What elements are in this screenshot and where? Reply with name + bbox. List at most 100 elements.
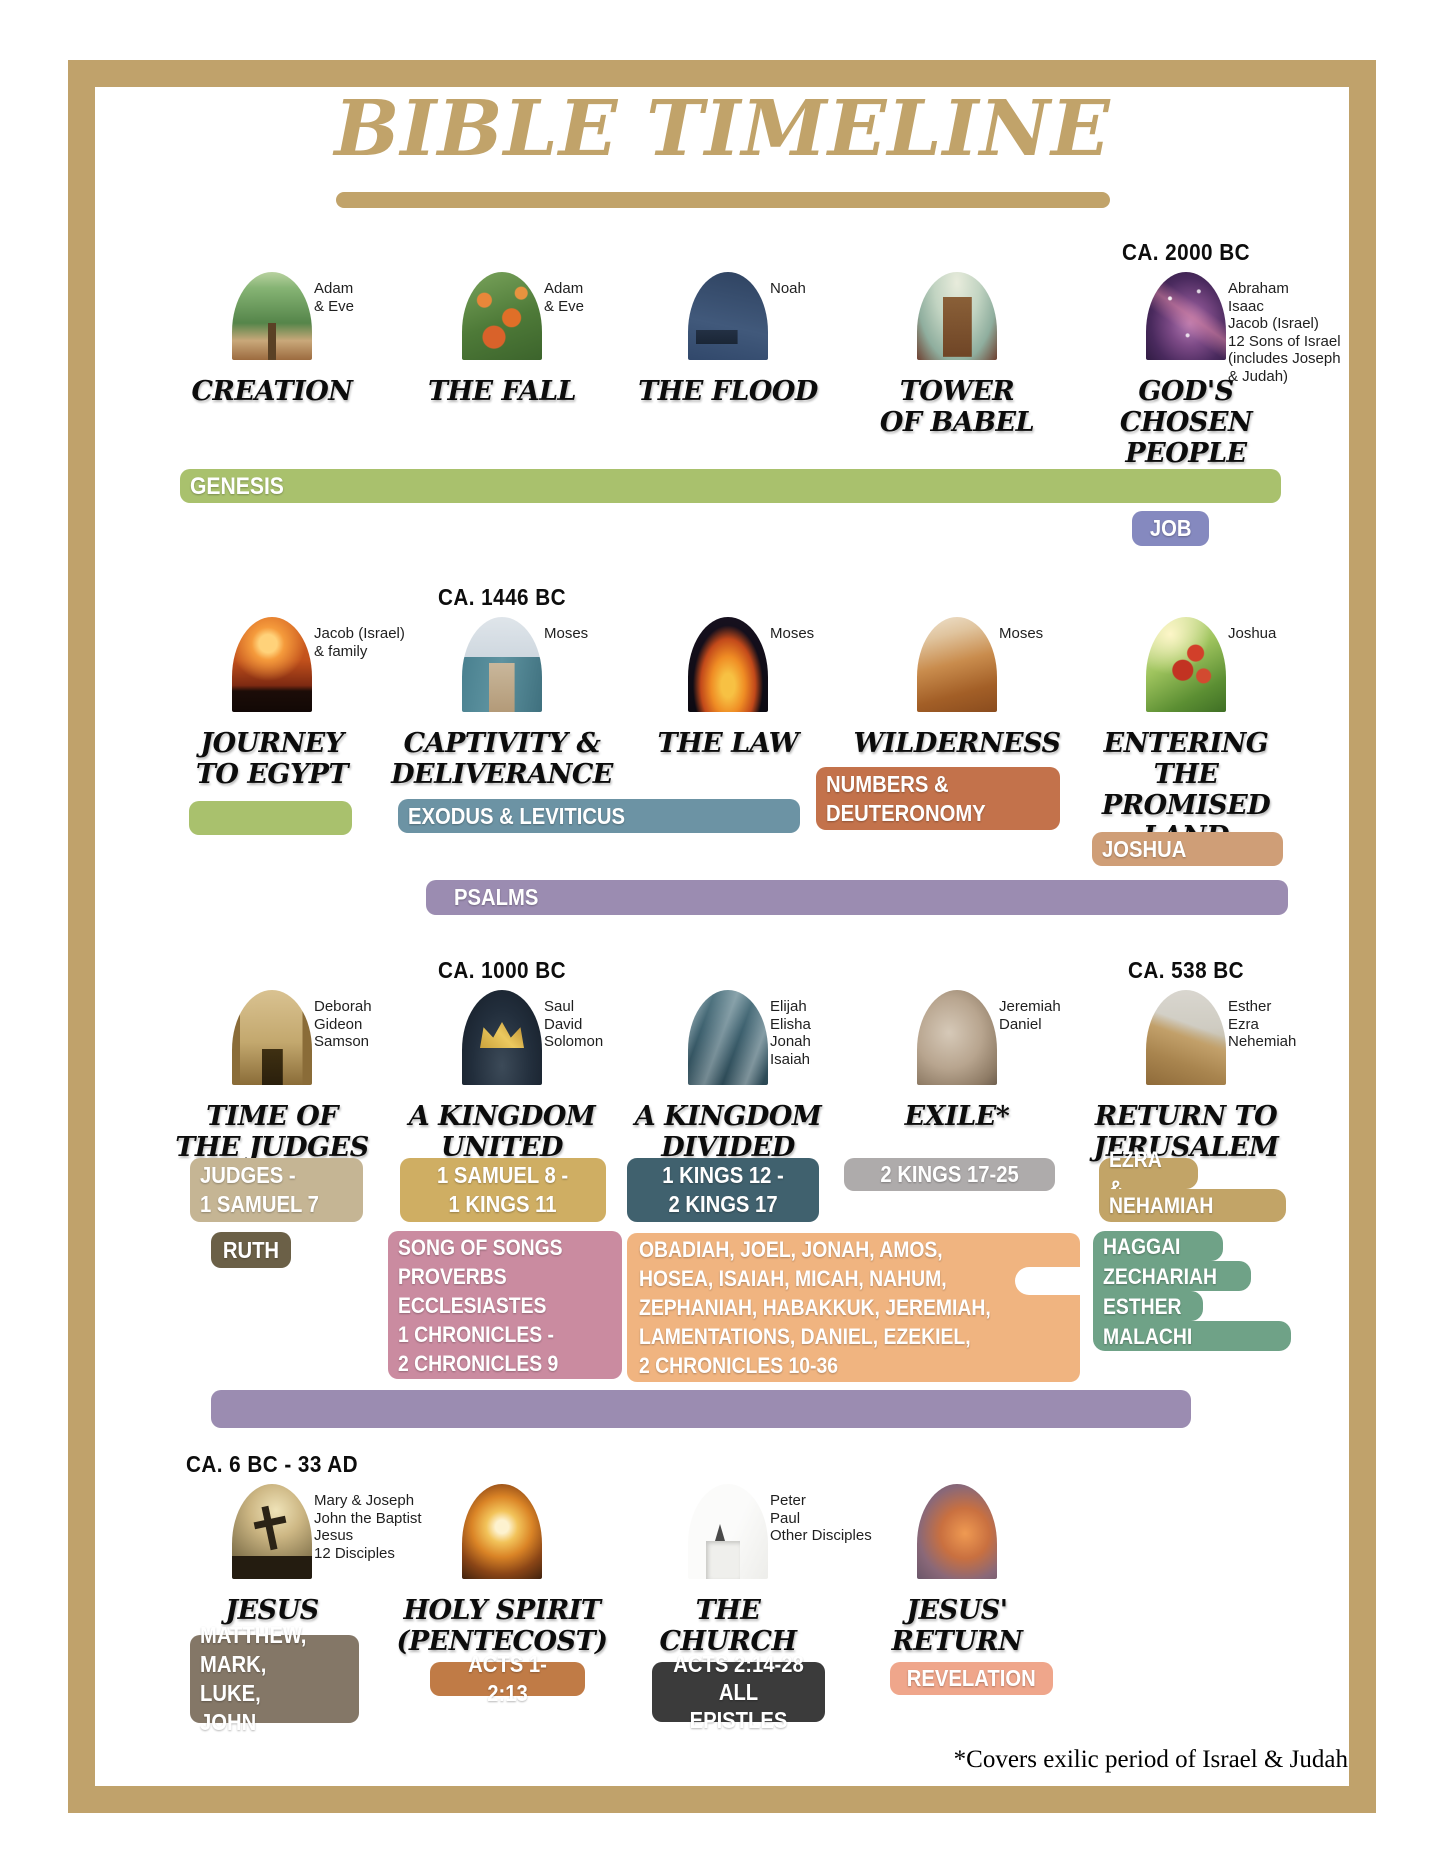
page-border-frame	[68, 60, 1376, 1813]
book-bar-label: HAGGAI	[1103, 1233, 1181, 1259]
book-bar-joshua: JOSHUA	[1092, 832, 1283, 866]
wilderness-arch-image	[917, 617, 997, 712]
book-bar-label: 1 SAMUEL 8 - 1 KINGS 11	[437, 1162, 569, 1217]
book-bar-job: JOB	[1132, 511, 1209, 546]
event-title: TOWER OF BABEL	[879, 376, 1035, 438]
book-bar-label: OBADIAH, JOEL, JONAH, AMOS, HOSEA, ISAIA…	[639, 1237, 991, 1378]
event-title: RETURN TO JERUSALEM	[1093, 1101, 1279, 1163]
event-creation: Adam & Eve CREATION	[157, 272, 387, 407]
era-label: CA. 2000 BC	[1121, 239, 1251, 265]
event-title: THE LAW	[657, 728, 800, 759]
book-bar-label: JUDGES - 1 SAMUEL 7	[200, 1162, 319, 1217]
book-bar-label: ESTHER	[1103, 1293, 1182, 1319]
book-bar-esther: ESTHER	[1093, 1291, 1203, 1321]
event-holy-spirit: HOLY SPIRIT (PENTECOST)	[387, 1484, 617, 1657]
exile-arch-image	[917, 990, 997, 1085]
book-bar-judges-1samuel7: JUDGES - 1 SAMUEL 7	[190, 1158, 363, 1222]
event-title: JOURNEY TO EGYPT	[195, 728, 349, 790]
promised-land-arch-image	[1146, 617, 1226, 712]
book-bar-genesis: GENESIS	[180, 469, 1281, 503]
people-list: Elijah Elisha Jonah Isaiah	[770, 998, 811, 1068]
crown-icon	[480, 1022, 524, 1048]
event-return-to-jerusalem: CA. 538 BC Esther Ezra Nehemiah RETURN T…	[1071, 957, 1301, 1163]
church-arch-image	[688, 1484, 768, 1579]
book-bar-label: MALACHI	[1103, 1323, 1193, 1349]
people-list: Adam & Eve	[314, 280, 355, 315]
book-bar-ruth: RUTH	[211, 1232, 291, 1268]
book-bar-label: NUMBERS & DEUTERONOMY	[826, 770, 986, 826]
event-jesus: CA. 6 BC - 33 AD Mary & Joseph John the …	[157, 1451, 422, 1626]
event-captivity-deliverance: CA. 1446 BC Moses CAPTIVITY & DELIVERANC…	[387, 584, 617, 790]
book-bar-label: GENESIS	[190, 472, 284, 500]
event-title: WILDERNESS	[853, 728, 1061, 759]
event-jesus-return: JESUS' RETURN	[842, 1484, 1072, 1657]
book-bar-label: PSALMS	[454, 884, 539, 910]
book-bar-psalms: PSALMS	[426, 880, 1288, 915]
book-bar-label: JOSHUA	[1102, 835, 1187, 862]
event-title: THE FLOOD	[638, 376, 818, 407]
book-bar-label: EXODUS & LEVITICUS	[408, 802, 626, 829]
event-wilderness: Moses WILDERNESS	[842, 617, 1072, 759]
people-list: Jacob (Israel) & family	[314, 625, 405, 660]
event-title: GOD'S CHOSEN PEOPLE	[1119, 376, 1253, 469]
creation-arch-image	[232, 272, 312, 360]
event-title: HOLY SPIRIT (PENTECOST)	[396, 1595, 608, 1657]
jesus-arch-image	[232, 1484, 312, 1579]
event-the-law: Moses THE LAW	[613, 617, 843, 759]
footnote: *Covers exilic period of Israel & Judah	[953, 1746, 1348, 1773]
page-title: BIBLE TIMELINE	[334, 84, 1111, 174]
event-kingdom-united: CA. 1000 BC Saul David Solomon A KINGDOM…	[387, 957, 617, 1163]
event-title: TIME OF THE JUDGES	[175, 1101, 369, 1163]
people-list: Saul David Solomon	[544, 998, 604, 1050]
book-block-prophets: OBADIAH, JOEL, JONAH, AMOS, HOSEA, ISAIA…	[627, 1233, 1080, 1382]
book-bar-label: 1 KINGS 12 - 2 KINGS 17	[662, 1162, 784, 1217]
book-bar-label: JOB	[1149, 515, 1192, 541]
deliverance-arch-image	[462, 617, 542, 712]
book-bar-2kings17-25: 2 KINGS 17-25	[844, 1158, 1055, 1191]
people-list: Joshua	[1228, 625, 1277, 642]
book-bar-zechariah: ZECHARIAH	[1093, 1261, 1251, 1291]
era-label: CA. 6 BC - 33 AD	[185, 1451, 359, 1477]
babel-arch-image	[917, 272, 997, 360]
people-list: Moses	[544, 625, 589, 642]
book-bar-label: SONG OF SONGS PROVERBS ECCLESIASTES 1 CH…	[398, 1234, 563, 1376]
kingdom-divided-arch-image	[688, 990, 768, 1085]
church-building-icon	[706, 1541, 740, 1579]
book-bar-numbers-deuteronomy: NUMBERS & DEUTERONOMY	[816, 767, 1060, 830]
flood-arch-image	[688, 272, 768, 360]
event-the-flood: Noah THE FLOOD	[613, 272, 843, 407]
event-title: CREATION	[191, 376, 353, 407]
book-bar-label: ACTS 2:14-28 ALL EPISTLES	[673, 1651, 804, 1733]
book-bar-genesis-continued	[189, 801, 352, 835]
jerusalem-arch-image	[1146, 990, 1226, 1085]
kingdom-united-arch-image	[462, 990, 542, 1085]
era-label: CA. 538 BC	[1127, 957, 1245, 983]
law-arch-image	[688, 617, 768, 712]
book-bar-nehamiah: NEHAMIAH	[1099, 1189, 1286, 1222]
event-title: THE CHURCH	[659, 1595, 797, 1657]
cross-icon	[261, 1505, 278, 1551]
people-list: Jeremiah Daniel	[999, 998, 1061, 1033]
event-gods-chosen-people: CA. 2000 BC Abraham Isaac Jacob (Israel)…	[1071, 239, 1341, 469]
prophets-block-notch	[1015, 1267, 1081, 1295]
event-title: A KINGDOM DIVIDED	[634, 1101, 822, 1163]
people-list: Noah	[770, 280, 806, 297]
book-bar-label: NEHAMIAH	[1109, 1193, 1214, 1218]
people-list: Moses	[770, 625, 815, 642]
people-list: Abraham Isaac Jacob (Israel) 12 Sons of …	[1228, 280, 1341, 385]
jesus-return-arch-image	[917, 1484, 997, 1579]
people-list: Peter Paul Other Disciples	[770, 1492, 872, 1544]
book-bar-1samuel8-1kings11: 1 SAMUEL 8 - 1 KINGS 11	[400, 1158, 606, 1222]
event-title: JESUS	[225, 1595, 319, 1626]
event-title: CAPTIVITY & DELIVERANCE	[391, 728, 613, 790]
book-bar-label: EZRA &	[1109, 1146, 1161, 1201]
event-the-fall: Adam & Eve THE FALL	[387, 272, 617, 407]
book-bar-gospels: MATTHEW, MARK, LUKE, JOHN	[190, 1622, 359, 1735]
book-bar-malachi: MALACHI	[1093, 1321, 1291, 1351]
book-bar-label: MATTHEW, MARK, LUKE, JOHN	[200, 1622, 307, 1735]
book-bar-label: RUTH	[222, 1236, 280, 1263]
event-tower-of-babel: TOWER OF BABEL	[842, 272, 1072, 438]
book-bar-label: ZECHARIAH	[1103, 1263, 1218, 1289]
event-exile: Jeremiah Daniel EXILE*	[842, 990, 1072, 1132]
book-bar-label: 2 KINGS 17-25	[880, 1161, 1019, 1187]
